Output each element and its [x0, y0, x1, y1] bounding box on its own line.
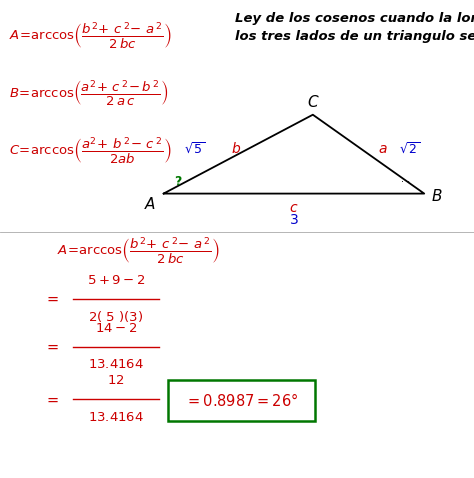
Text: $B\!=\!\arccos\!\left(\dfrac{a^2\!+\,c^{\,2}\!-b^{\,2}}{2\,a\,c}\right)$: $B\!=\!\arccos\!\left(\dfrac{a^2\!+\,c^{…: [9, 79, 169, 108]
Text: $12$: $12$: [107, 374, 125, 388]
Text: $a$: $a$: [378, 142, 388, 156]
Text: $C$: $C$: [307, 94, 319, 110]
FancyBboxPatch shape: [168, 380, 315, 421]
Text: $A\!=\!\arccos\!\left(\dfrac{b^2\!+\,c^{\,2}\!-\,a^{\,2}}{2\,bc}\right)$: $A\!=\!\arccos\!\left(\dfrac{b^2\!+\,c^{…: [57, 236, 220, 266]
Text: $13.4164$: $13.4164$: [88, 358, 144, 371]
Text: $b$: $b$: [231, 141, 241, 156]
Text: $\sqrt{5}$: $\sqrt{5}$: [184, 142, 205, 157]
Text: $=$: $=$: [45, 291, 60, 306]
Text: · ·: · ·: [401, 177, 410, 186]
Text: $A\!=\!\arccos\!\left(\dfrac{b^2\!+\,c^{\,2}\!-\,a^{\,2}}{2\,bc}\right)$: $A\!=\!\arccos\!\left(\dfrac{b^2\!+\,c^{…: [9, 21, 173, 51]
Text: $14 - 2$: $14 - 2$: [95, 322, 137, 335]
Text: $= 0.8987 = 26°$: $= 0.8987 = 26°$: [185, 392, 298, 409]
Text: $=$: $=$: [45, 391, 60, 407]
Text: Ley de los cosenos cuando la longitud de
los tres lados de un triangulo se conoc: Ley de los cosenos cuando la longitud de…: [235, 12, 474, 43]
Text: $B$: $B$: [431, 188, 443, 204]
Text: $5 + 9 - 2$: $5 + 9 - 2$: [87, 274, 146, 287]
Text: $2(\ 5\ )(3)$: $2(\ 5\ )(3)$: [89, 309, 144, 325]
Text: $3$: $3$: [289, 213, 299, 227]
Text: $c$: $c$: [289, 201, 299, 215]
Text: $A$: $A$: [144, 196, 156, 212]
Text: $=$: $=$: [45, 339, 60, 354]
Text: $\sqrt{2}$: $\sqrt{2}$: [399, 142, 420, 157]
Text: $C\!=\!\arccos\!\left(\dfrac{a^2\!+\,b^{\,2}\!-\,c^{\,2}}{2ab}\right)$: $C\!=\!\arccos\!\left(\dfrac{a^2\!+\,b^{…: [9, 135, 172, 166]
Text: $13.4164$: $13.4164$: [88, 411, 144, 424]
Text: ?: ?: [174, 175, 182, 188]
